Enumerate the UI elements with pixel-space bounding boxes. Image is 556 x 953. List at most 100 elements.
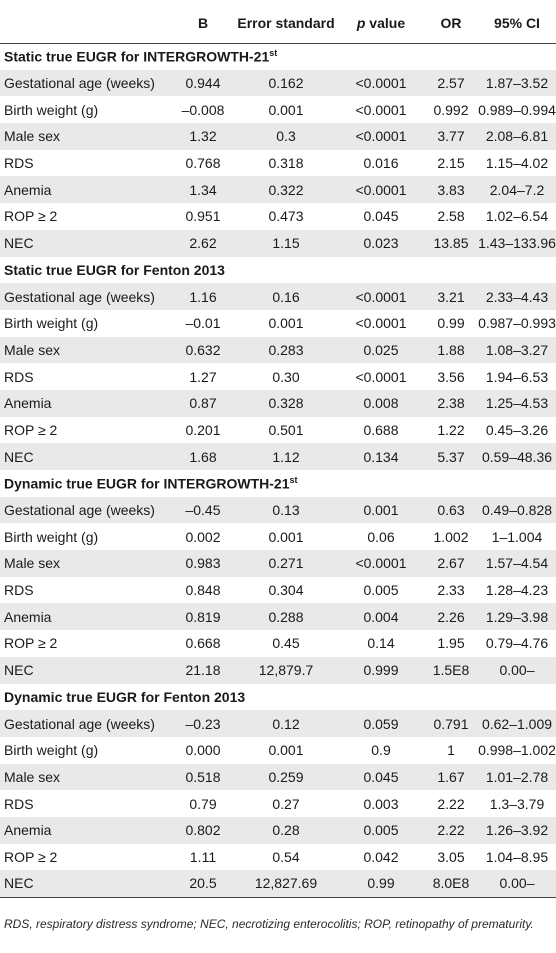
cell-variable: Anemia xyxy=(4,395,52,412)
table-row: Anemia 0.87 0.328 0.008 2.38 1.25–4.53 xyxy=(0,389,556,417)
header-ci: 95% CI xyxy=(478,3,556,44)
cell-p-value: <0.0001 xyxy=(355,288,407,305)
header-p-value: p value xyxy=(338,3,424,44)
results-table: B Error standard p value OR 95% CI Stati… xyxy=(0,3,556,898)
cell-or: 8.0E8 xyxy=(424,870,478,898)
cell-b: 1.27 xyxy=(189,368,217,385)
cell-b: 0.518 xyxy=(185,768,221,785)
table-row: ROP ≥ 2 0.951 0.473 0.045 2.58 1.02–6.54 xyxy=(0,203,556,230)
cell-or: 0.791 xyxy=(433,715,469,732)
cell-variable: NEC xyxy=(4,662,34,679)
cell-ci: 1.87–3.52 xyxy=(485,75,549,92)
cell-or: 3.83 xyxy=(437,181,465,198)
cell-error-standard: 0.12 xyxy=(272,715,300,732)
cell-p-value: 0.045 xyxy=(363,208,399,225)
header-p-word: value xyxy=(365,14,406,31)
cell-b: 1.68 xyxy=(189,448,217,465)
cell-p-value: 0.134 xyxy=(363,448,399,465)
cell-p-value: 0.999 xyxy=(363,662,399,679)
cell-p-value: <0.0001 xyxy=(355,101,407,118)
cell-or: 0.992 xyxy=(433,101,469,118)
table-row: NEC 1.68 1.12 0.134 5.37 0.59–48.36 xyxy=(0,443,556,470)
table-row: Anemia 0.802 0.28 0.005 2.22 1.26–3.92 xyxy=(0,816,556,844)
cell-p-value: 0.06 xyxy=(367,528,395,545)
cell-error-standard: 0.328 xyxy=(268,395,304,412)
cell-variable: ROP ≥ 2 xyxy=(4,635,58,652)
cell-p-value: 0.042 xyxy=(363,848,399,865)
cell-or: 1 xyxy=(447,742,455,759)
cell-variable: RDS xyxy=(4,795,34,812)
cell-variable: ROP ≥ 2 xyxy=(4,208,58,225)
table-row: RDS 1.27 0.30 <0.0001 3.56 1.94–6.53 xyxy=(0,363,556,390)
cell-error-standard: 0.001 xyxy=(268,742,304,759)
cell-error-standard: 0.30 xyxy=(272,368,300,385)
cell-error-standard: 0.283 xyxy=(268,341,304,358)
cell-b: 0.79 xyxy=(189,795,217,812)
table-row: Gestational age (weeks) 1.16 0.16 <0.0001 3.… xyxy=(0,283,556,310)
cell-variable: Birth weight (g) xyxy=(4,742,99,759)
cell-error-standard: 1.12 xyxy=(272,448,300,465)
cell-ci: 0.00– xyxy=(478,870,556,898)
cell-p-value: 0.005 xyxy=(363,822,399,839)
table-row: Gestational age (weeks) –0.45 0.13 0.001 0.6… xyxy=(0,496,556,524)
cell-b: 1.32 xyxy=(189,128,217,145)
cell-or: 2.57 xyxy=(437,75,465,92)
cell-p-value: 0.688 xyxy=(363,421,399,438)
header-p-italic: p xyxy=(356,14,366,31)
cell-or: 2.15 xyxy=(437,155,465,172)
cell-ci: 1.43–133.96 xyxy=(478,235,556,252)
cell-error-standard: 0.27 xyxy=(272,795,300,812)
table-row: Male sex 0.632 0.283 0.025 1.88 1.08–3.27 xyxy=(0,336,556,364)
cell-b: –0.45 xyxy=(185,502,221,519)
cell-or: 3.77 xyxy=(437,128,465,145)
table-row: RDS 0.768 0.318 0.016 2.15 1.15–4.02 xyxy=(0,150,556,177)
cell-or: 2.38 xyxy=(437,395,465,412)
table-row: RDS 0.848 0.304 0.005 2.33 1.28–4.23 xyxy=(0,577,556,604)
cell-b: 0.000 xyxy=(185,742,221,759)
cell-b: 0.002 xyxy=(185,528,221,545)
cell-ci: 1.3–3.79 xyxy=(489,795,545,812)
cell-error-standard: 0.259 xyxy=(268,768,304,785)
cell-ci: 0.62–1.009 xyxy=(481,715,553,732)
table-row: Male sex 0.983 0.271 <0.0001 2.67 1.57–4.54 xyxy=(0,550,556,577)
cell-ci: 2.33–4.43 xyxy=(485,288,549,305)
cell-error-standard: 0.13 xyxy=(272,502,300,519)
cell-p-value: 0.025 xyxy=(363,341,399,358)
table-row: NEC 2.62 1.15 0.023 13.85 1.43–133.96 xyxy=(0,229,556,257)
cell-b: 0.632 xyxy=(185,341,221,358)
cell-error-standard: 0.318 xyxy=(268,155,304,172)
cell-error-standard: 0.001 xyxy=(268,528,304,545)
cell-p-value: <0.0001 xyxy=(355,181,407,198)
cell-ci: 1.01–2.78 xyxy=(485,768,549,785)
cell-variable: Birth weight (g) xyxy=(4,101,99,118)
cell-p-value: <0.0001 xyxy=(355,368,407,385)
header-row: B Error standard p value OR 95% CI xyxy=(0,3,556,44)
cell-ci: 1.15–4.02 xyxy=(485,155,549,172)
cell-variable: Anemia xyxy=(4,608,52,625)
table-row: ROP ≥ 2 0.668 0.45 0.14 1.95 0.79–4.76 xyxy=(0,630,556,657)
cell-ci: 0.45–3.26 xyxy=(485,421,549,438)
cell-b: 21.18 xyxy=(185,662,221,679)
cell-p-value: <0.0001 xyxy=(355,75,407,92)
section-header-row: Dynamic true EUGR for INTERGROWTH-21st xyxy=(0,470,556,497)
cell-b: 0.768 xyxy=(185,155,221,172)
cell-or: 3.21 xyxy=(437,288,465,305)
cell-or: 1.95 xyxy=(437,635,465,652)
section-title-text: Dynamic true EUGR for INTERGROWTH-21 xyxy=(4,475,290,492)
table-row: ROP ≥ 2 0.201 0.501 0.688 1.22 0.45–3.26 xyxy=(0,417,556,444)
cell-ci: 1.94–6.53 xyxy=(485,368,549,385)
cell-ci: 2.04–7.2 xyxy=(489,181,545,198)
cell-or: 3.56 xyxy=(437,368,465,385)
section-title-superscript: st xyxy=(289,475,298,486)
cell-b: 0.201 xyxy=(185,421,221,438)
cell-ci: 1.02–6.54 xyxy=(485,208,549,225)
table-row: Birth weight (g) 0.002 0.001 0.06 1.002 1–1.0… xyxy=(0,523,556,550)
cell-variable: Anemia xyxy=(4,181,52,198)
cell-error-standard: 0.304 xyxy=(268,582,304,599)
cell-error-standard: 0.3 xyxy=(276,128,296,145)
cell-or: 1.5E8 xyxy=(432,662,470,679)
cell-variable: RDS xyxy=(4,368,34,385)
cell-error-standard: 0.288 xyxy=(268,608,304,625)
section-header-row: Static true EUGR for INTERGROWTH-21st xyxy=(0,43,556,70)
section-title-text: Static true EUGR for INTERGROWTH-21 xyxy=(4,48,270,65)
